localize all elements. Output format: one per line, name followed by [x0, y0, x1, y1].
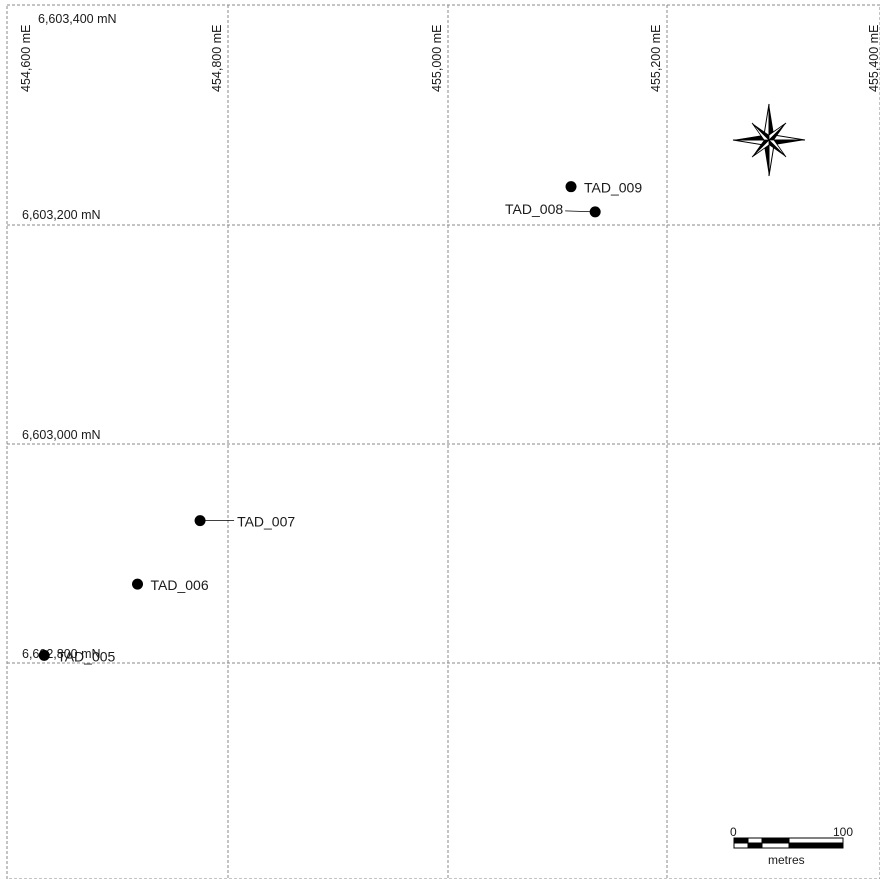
easting-label-454600: 454,600 mE — [19, 25, 33, 92]
drillhole-marker-tad-006 — [132, 578, 144, 590]
easting-label-454800: 454,800 mE — [210, 25, 224, 92]
drillhole-label-tad-007: TAD_007 — [237, 514, 295, 530]
scale-bar: 0 100 metres — [730, 825, 853, 867]
easting-grid-lines — [227, 5, 668, 879]
scale-bar-segment-3 — [761, 837, 790, 844]
scale-bar-outline — [733, 837, 844, 849]
map-frame — [6, 4, 880, 879]
scale-bar-end-label: 100 — [833, 825, 853, 839]
drillhole-marker-tad-008 — [589, 206, 601, 218]
easting-labels: 454,600 mE 454,800 mE 455,000 mE 455,200… — [19, 25, 880, 92]
scale-bar-segment-2 — [747, 842, 763, 849]
easting-label-455000: 455,000 mE — [430, 25, 444, 92]
northing-labels: 6,603,400 mN 6,603,200 mN 6,603,000 mN 6… — [22, 12, 117, 661]
compass-rose-icon — [732, 103, 806, 177]
northing-label-6603000: 6,603,000 mN — [22, 428, 101, 442]
scale-bar-start-label: 0 — [730, 825, 737, 839]
drillhole-label-tad-008: TAD_008 — [505, 201, 563, 217]
drillhole-marker-tad-009 — [565, 181, 577, 193]
drillhole-marker-tad-007 — [194, 515, 206, 527]
northing-label-6603200: 6,603,200 mN — [22, 208, 101, 222]
drillhole-label-tad-005: TAD_005 — [57, 648, 115, 664]
scale-bar-segment-4 — [788, 842, 844, 849]
easting-label-455400: 455,400 mE — [867, 25, 880, 92]
scale-bar-segment-1 — [733, 837, 749, 844]
northing-grid-lines — [7, 224, 880, 664]
drillhole-markers: TAD_005 TAD_006 TAD_007 TAD_008 TAD_009 — [38, 180, 642, 664]
easting-label-455200: 455,200 mE — [649, 25, 663, 92]
northing-label-6603400: 6,603,400 mN — [38, 12, 117, 26]
scale-bar-unit-label: metres — [768, 853, 805, 867]
drillhole-marker-tad-005 — [38, 649, 50, 661]
drillhole-label-tad-006: TAD_006 — [151, 577, 209, 593]
drillhole-label-tad-009: TAD_009 — [584, 180, 642, 196]
